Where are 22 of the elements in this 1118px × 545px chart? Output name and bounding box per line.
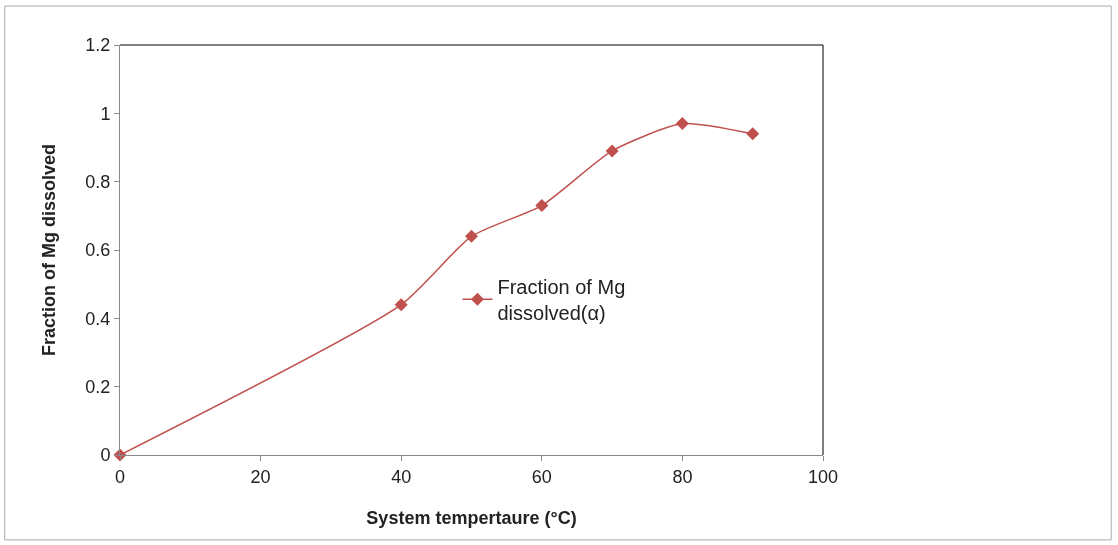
- point: [746, 127, 760, 141]
- x-tick-label: 100: [807, 466, 839, 487]
- y-tick-label: 0.2: [85, 376, 111, 397]
- y-tick-label: 0.8: [85, 171, 111, 192]
- point: [394, 298, 408, 312]
- x-tick-label: 60: [531, 466, 552, 487]
- x-tick-label: 20: [250, 466, 271, 487]
- y-tick-label: 1: [100, 103, 111, 124]
- x-axis-title: System tempertaure (°C): [366, 507, 577, 528]
- y-tick-label: 0: [100, 445, 111, 466]
- y-tick-label: 0.6: [85, 240, 111, 261]
- y-tick-label: 1.2: [85, 35, 111, 56]
- x-tick-label: 40: [391, 466, 412, 487]
- point: [465, 229, 478, 243]
- x-tick-label: 0: [114, 466, 126, 487]
- x-tick-label: 80: [672, 466, 693, 487]
- point: [675, 117, 689, 131]
- legend-label: Fraction of Mg dissolved(α): [497, 276, 626, 324]
- y-axis-title: Fraction of Mg dissolved: [38, 143, 59, 357]
- point: [605, 144, 619, 158]
- y-tick-label: 0.4: [85, 308, 111, 329]
- point: [535, 199, 549, 213]
